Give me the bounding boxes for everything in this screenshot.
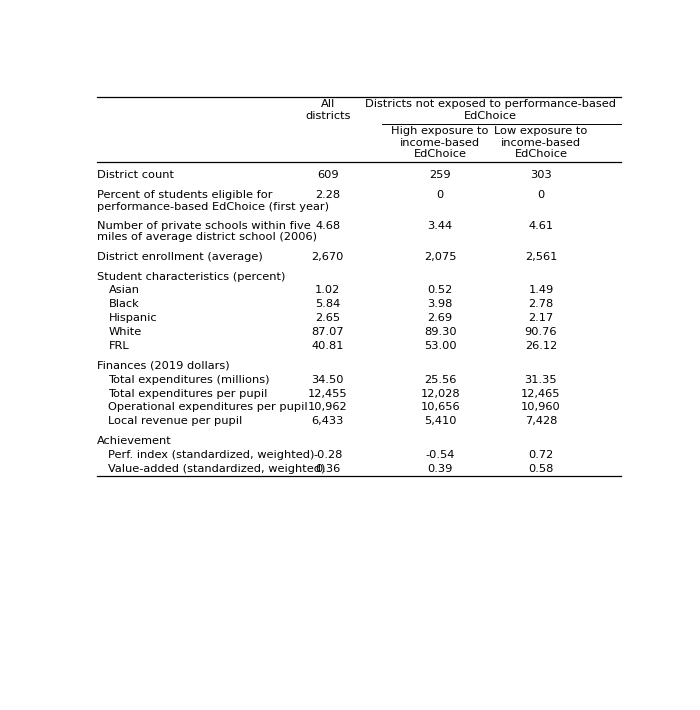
Text: 34.50: 34.50	[312, 375, 344, 385]
Text: Low exposure to
income-based
EdChoice: Low exposure to income-based EdChoice	[494, 126, 587, 159]
Text: 6,433: 6,433	[312, 416, 344, 426]
Text: 0.58: 0.58	[528, 464, 554, 474]
Text: District count: District count	[97, 170, 174, 180]
Text: 87.07: 87.07	[312, 327, 344, 337]
Text: 0.36: 0.36	[315, 464, 340, 474]
Text: 0.52: 0.52	[428, 285, 453, 295]
Text: Hispanic: Hispanic	[108, 313, 157, 323]
Text: 3.44: 3.44	[428, 221, 453, 231]
Text: Local revenue per pupil: Local revenue per pupil	[108, 416, 243, 426]
Text: 2,670: 2,670	[312, 251, 344, 261]
Text: Number of private schools within five
miles of average district school (2006): Number of private schools within five mi…	[97, 221, 317, 242]
Text: 90.76: 90.76	[524, 327, 557, 337]
Text: 25.56: 25.56	[424, 375, 456, 385]
Text: 89.30: 89.30	[424, 327, 456, 337]
Text: Asian: Asian	[108, 285, 139, 295]
Text: Perf. index (standardized, weighted): Perf. index (standardized, weighted)	[108, 450, 315, 460]
Text: Districts not exposed to performance-based
EdChoice: Districts not exposed to performance-bas…	[365, 99, 616, 121]
Text: 0: 0	[437, 190, 444, 200]
Text: 3.98: 3.98	[428, 299, 453, 310]
Text: -0.54: -0.54	[426, 450, 455, 460]
Text: 2.65: 2.65	[315, 313, 340, 323]
Text: Value-added (standardized, weighted): Value-added (standardized, weighted)	[108, 464, 326, 474]
Text: High exposure to
income-based
EdChoice: High exposure to income-based EdChoice	[391, 126, 489, 159]
Text: Finances (2019 dollars): Finances (2019 dollars)	[97, 361, 230, 371]
Text: 10,962: 10,962	[308, 403, 348, 413]
Text: Achievement: Achievement	[97, 437, 172, 447]
Text: 12,465: 12,465	[521, 388, 561, 398]
Text: 40.81: 40.81	[312, 341, 344, 351]
Text: 10,960: 10,960	[521, 403, 561, 413]
Text: 2,075: 2,075	[424, 251, 456, 261]
Text: 2.28: 2.28	[315, 190, 340, 200]
Text: 4.61: 4.61	[528, 221, 554, 231]
Text: 12,455: 12,455	[308, 388, 348, 398]
Text: Total expenditures per pupil: Total expenditures per pupil	[108, 388, 268, 398]
Text: 2.69: 2.69	[428, 313, 453, 323]
Text: 12,028: 12,028	[420, 388, 460, 398]
Text: 259: 259	[429, 170, 451, 180]
Text: 10,656: 10,656	[420, 403, 460, 413]
Text: Total expenditures (millions): Total expenditures (millions)	[108, 375, 270, 385]
Text: Operational expenditures per pupil: Operational expenditures per pupil	[108, 403, 308, 413]
Text: FRL: FRL	[108, 341, 129, 351]
Text: 4.68: 4.68	[315, 221, 340, 231]
Text: 26.12: 26.12	[525, 341, 557, 351]
Text: Student characteristics (percent): Student characteristics (percent)	[97, 271, 285, 282]
Text: 2,561: 2,561	[525, 251, 557, 261]
Text: -0.28: -0.28	[313, 450, 342, 460]
Text: 53.00: 53.00	[424, 341, 456, 351]
Text: Percent of students eligible for
performance-based EdChoice (first year): Percent of students eligible for perform…	[97, 190, 329, 212]
Text: 31.35: 31.35	[524, 375, 557, 385]
Text: 0.72: 0.72	[528, 450, 554, 460]
Text: 0: 0	[538, 190, 545, 200]
Text: 2.78: 2.78	[528, 299, 554, 310]
Text: 0.39: 0.39	[428, 464, 453, 474]
Text: White: White	[108, 327, 141, 337]
Text: 303: 303	[530, 170, 552, 180]
Text: Black: Black	[108, 299, 139, 310]
Text: All
districts: All districts	[305, 99, 351, 121]
Text: 7,428: 7,428	[525, 416, 557, 426]
Text: 609: 609	[317, 170, 339, 180]
Text: 5.84: 5.84	[315, 299, 340, 310]
Text: 1.49: 1.49	[528, 285, 554, 295]
Text: 1.02: 1.02	[315, 285, 340, 295]
Text: District enrollment (average): District enrollment (average)	[97, 251, 262, 261]
Text: 2.17: 2.17	[528, 313, 554, 323]
Text: 5,410: 5,410	[424, 416, 456, 426]
